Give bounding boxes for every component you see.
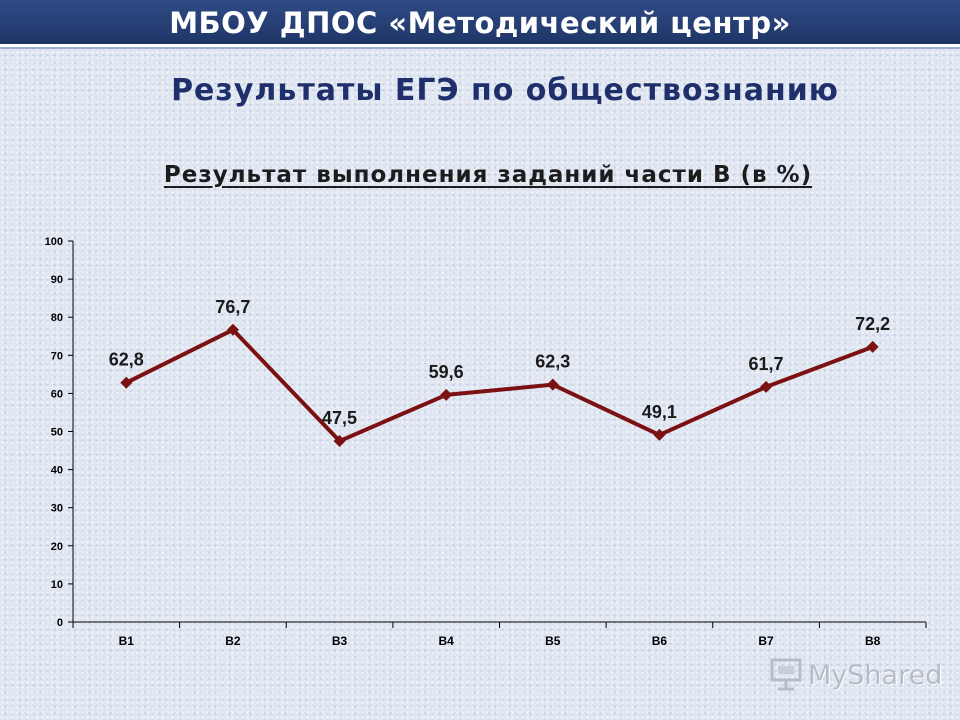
- y-tick-label: 90: [51, 274, 63, 286]
- y-tick-label: 10: [51, 579, 63, 591]
- chart-title: Результат выполнения заданий части В (в …: [163, 162, 813, 188]
- data-point-marker: [760, 380, 773, 393]
- x-tick-label: В6: [652, 634, 668, 648]
- x-tick-label: В5: [545, 634, 561, 648]
- data-label: 49,1: [642, 402, 677, 422]
- x-tick-label: В3: [332, 634, 348, 648]
- data-point-marker: [226, 323, 239, 336]
- data-point-marker: [866, 340, 879, 353]
- header-title: МБОУ ДПОС «Методический центр»: [169, 6, 791, 40]
- data-point-marker: [120, 376, 133, 389]
- x-tick-label: В4: [439, 634, 455, 648]
- header-band: МБОУ ДПОС «Методический центр»: [0, 0, 960, 47]
- y-tick-label: 100: [45, 236, 63, 248]
- slide-title: Результаты ЕГЭ по обществознанию: [171, 73, 839, 108]
- presentation-icon: [770, 658, 802, 691]
- data-label: 59,6: [429, 362, 464, 382]
- y-tick-label: 80: [51, 312, 63, 324]
- data-label: 76,7: [215, 297, 250, 317]
- data-label: 47,5: [322, 408, 357, 428]
- y-tick-label: 30: [51, 503, 63, 515]
- watermark-logo: MyShared: [770, 656, 943, 696]
- data-label: 62,8: [109, 350, 144, 370]
- x-tick-label: В7: [758, 634, 774, 648]
- data-label: 72,2: [855, 314, 890, 334]
- data-point-marker: [653, 428, 666, 441]
- x-tick-label: В2: [225, 634, 241, 648]
- x-tick-label: В1: [119, 634, 135, 648]
- watermark-text: MyShared: [808, 660, 943, 691]
- y-tick-label: 40: [51, 465, 63, 477]
- y-tick-label: 0: [57, 617, 63, 629]
- data-point-marker: [546, 378, 559, 391]
- data-label: 61,7: [749, 354, 784, 374]
- data-label: 62,3: [535, 352, 570, 372]
- data-point-marker: [440, 388, 453, 401]
- x-tick-label: В8: [865, 634, 881, 648]
- data-point-marker: [333, 435, 346, 448]
- y-tick-label: 60: [51, 388, 63, 400]
- series-line: [124, 327, 875, 444]
- y-tick-label: 20: [51, 541, 63, 553]
- y-tick-label: 50: [51, 427, 63, 439]
- y-tick-label: 70: [51, 350, 63, 362]
